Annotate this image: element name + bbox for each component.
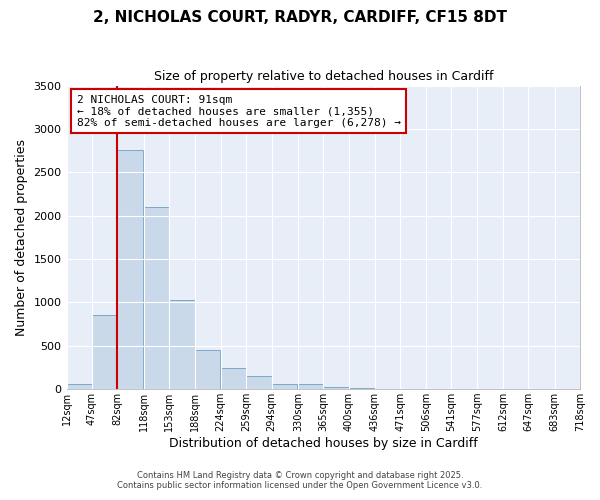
Bar: [221, 368, 246, 389]
Bar: [118, 150, 143, 389]
Bar: [92, 316, 118, 389]
Bar: [67, 384, 92, 389]
Bar: [272, 384, 297, 389]
Bar: [298, 384, 323, 389]
Text: 2 NICHOLAS COURT: 91sqm
← 18% of detached houses are smaller (1,355)
82% of semi: 2 NICHOLAS COURT: 91sqm ← 18% of detache…: [77, 94, 401, 128]
Text: 2, NICHOLAS COURT, RADYR, CARDIFF, CF15 8DT: 2, NICHOLAS COURT, RADYR, CARDIFF, CF15 …: [93, 10, 507, 25]
Text: Contains HM Land Registry data © Crown copyright and database right 2025.
Contai: Contains HM Land Registry data © Crown c…: [118, 470, 482, 490]
Bar: [246, 376, 272, 389]
Bar: [323, 386, 349, 389]
Bar: [194, 350, 220, 389]
X-axis label: Distribution of detached houses by size in Cardiff: Distribution of detached houses by size …: [169, 437, 478, 450]
Title: Size of property relative to detached houses in Cardiff: Size of property relative to detached ho…: [154, 70, 493, 83]
Bar: [169, 300, 194, 389]
Y-axis label: Number of detached properties: Number of detached properties: [15, 139, 28, 336]
Bar: [143, 207, 169, 389]
Bar: [349, 388, 374, 389]
